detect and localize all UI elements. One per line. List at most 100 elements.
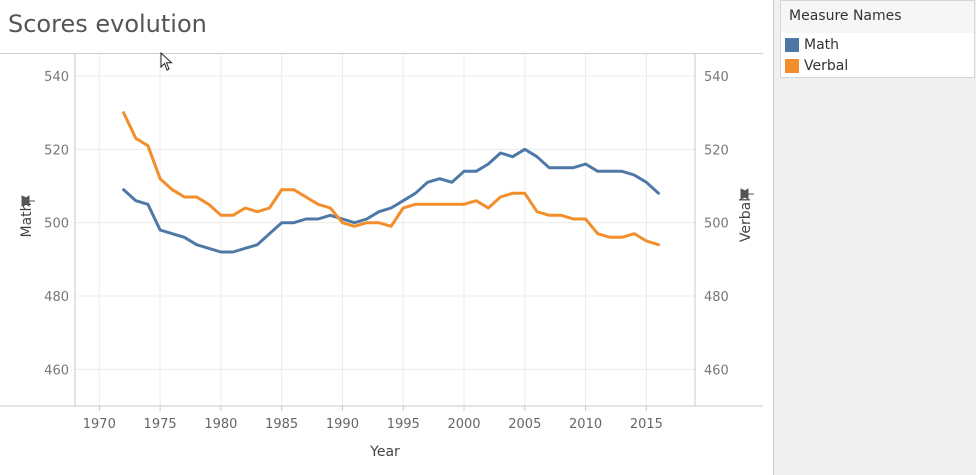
data-point-math [292, 221, 295, 224]
legend[interactable]: Measure Names Math Verbal [780, 0, 975, 78]
legend-item-math[interactable]: Math [785, 36, 839, 54]
y-tick-label-left: 520 [44, 143, 69, 158]
data-point-verbal [377, 221, 380, 224]
legend-label-verbal: Verbal [804, 58, 849, 74]
data-point-math [280, 221, 283, 224]
x-tick-label: 2005 [508, 417, 541, 432]
data-point-verbal [548, 214, 551, 217]
data-point-math [171, 232, 174, 235]
data-point-math [134, 199, 137, 202]
data-point-math [256, 243, 259, 246]
x-tick-label: 2015 [630, 417, 663, 432]
x-axis-title: Year [369, 444, 400, 460]
data-point-math [657, 192, 660, 195]
pin-shape [740, 188, 754, 200]
data-point-verbal [499, 196, 502, 199]
y-tick-label-left: 480 [44, 290, 69, 305]
data-point-math [195, 243, 198, 246]
grid [75, 54, 695, 406]
data-point-verbal [450, 203, 453, 206]
x-tick-label: 1995 [387, 417, 420, 432]
data-point-math [402, 199, 405, 202]
chart-title: Scores evolution [8, 10, 207, 38]
data-point-verbal [463, 203, 466, 206]
data-point-math [621, 170, 624, 173]
data-point-verbal [159, 177, 162, 180]
data-point-verbal [329, 207, 332, 210]
data-point-verbal [195, 196, 198, 199]
data-point-math [232, 251, 235, 254]
data-point-math [317, 218, 320, 221]
data-point-verbal [596, 232, 599, 235]
data-point-verbal [341, 221, 344, 224]
line-chart[interactable]: 1970 1975 1980 1985 1990 1995 2000 2005 2010 2015… [0, 0, 765, 475]
data-point-verbal [633, 232, 636, 235]
data-point-math [219, 251, 222, 254]
data-point-math [633, 174, 636, 177]
x-tick-label: 1985 [265, 417, 298, 432]
data-point-math [183, 236, 186, 239]
data-point-math [511, 155, 514, 158]
x-tick-label: 1980 [204, 417, 237, 432]
data-point-verbal [219, 214, 222, 217]
data-point-verbal [268, 207, 271, 210]
data-point-math [390, 207, 393, 210]
data-point-math [159, 229, 162, 232]
data-point-verbal [535, 210, 538, 213]
series-lines [122, 111, 660, 254]
data-point-math [268, 232, 271, 235]
pin-shape [21, 195, 35, 207]
data-point-math [438, 177, 441, 180]
y-tick-label-right: 480 [704, 290, 729, 305]
mouse-cursor-icon [160, 52, 173, 71]
data-point-math [122, 188, 125, 191]
data-point-math [244, 247, 247, 250]
data-point-math [523, 148, 526, 151]
axis-labels: 1970 1975 1980 1985 1990 1995 2000 2005 2010 2015… [19, 70, 754, 460]
legend-item-verbal[interactable]: Verbal [785, 57, 848, 75]
data-point-math [365, 218, 368, 221]
data-point-math [414, 192, 417, 195]
data-point-verbal [621, 236, 624, 239]
series-line-verbal [122, 111, 660, 247]
data-point-verbal [304, 196, 307, 199]
legend-swatch-math [785, 38, 799, 52]
data-point-verbal [232, 214, 235, 217]
data-point-verbal [390, 225, 393, 228]
data-point-verbal [487, 207, 490, 210]
data-point-verbal [365, 221, 368, 224]
axes [0, 54, 763, 411]
data-point-verbal [317, 203, 320, 206]
legend-swatch-verbal [785, 59, 799, 73]
data-point-math [304, 218, 307, 221]
data-point-math [535, 155, 538, 158]
data-point-math [426, 181, 429, 184]
data-point-verbal [292, 188, 295, 191]
data-point-math [450, 181, 453, 184]
y-tick-label-right: 460 [704, 363, 729, 378]
data-point-math [572, 166, 575, 169]
data-point-verbal [475, 199, 478, 202]
data-point-verbal [256, 210, 259, 213]
y-axis-title-left: Math [19, 202, 35, 237]
data-point-math [560, 166, 563, 169]
x-tick-label: 1970 [83, 417, 116, 432]
data-point-verbal [645, 240, 648, 243]
data-point-verbal [146, 144, 149, 147]
data-point-verbal [183, 196, 186, 199]
legend-label-math: Math [804, 37, 840, 53]
data-point-verbal [560, 214, 563, 217]
data-point-math [463, 170, 466, 173]
y-axis-title-right: Verbal [738, 198, 754, 242]
y-tick-label-right: 540 [704, 70, 729, 85]
data-point-verbal [122, 111, 125, 114]
data-point-math [377, 210, 380, 213]
data-point-verbal [207, 203, 210, 206]
data-point-verbal [608, 236, 611, 239]
data-point-math [329, 214, 332, 217]
data-point-verbal [244, 207, 247, 210]
data-point-verbal [657, 243, 660, 246]
pin-icon [21, 195, 35, 207]
legend-header [781, 1, 974, 33]
data-point-verbal [353, 225, 356, 228]
